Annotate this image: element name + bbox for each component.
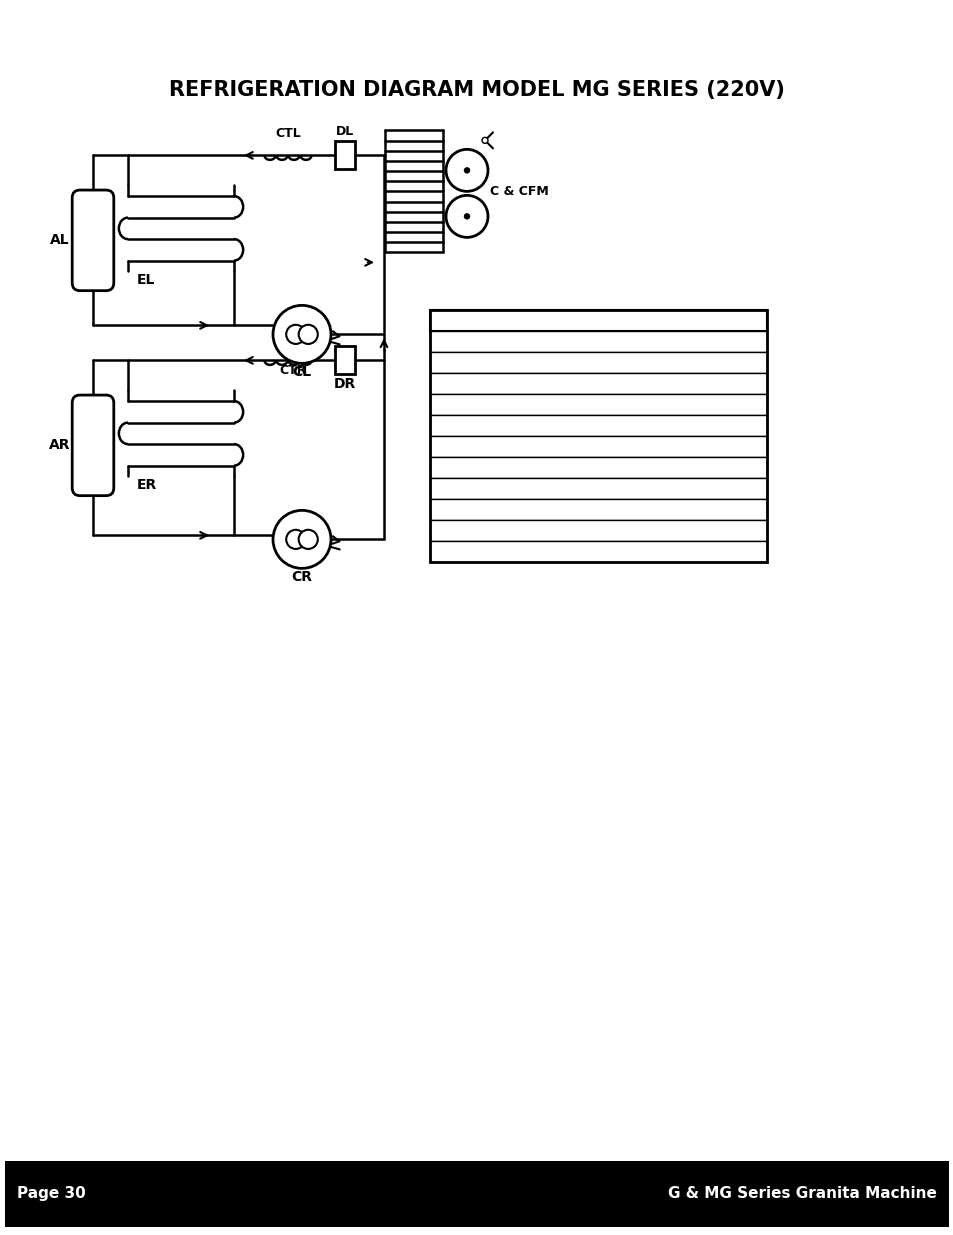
Bar xyxy=(430,352,766,373)
Text: EVAPORATOR LEFT: EVAPORATOR LEFT xyxy=(497,400,595,410)
Text: CR: CR xyxy=(292,571,313,584)
Text: C & CFM: C & CFM xyxy=(438,547,482,557)
Circle shape xyxy=(286,325,305,343)
Bar xyxy=(430,394,766,415)
Bar xyxy=(5,1161,948,1228)
Circle shape xyxy=(481,137,488,143)
Circle shape xyxy=(464,214,469,219)
Text: ER: ER xyxy=(454,505,467,515)
Text: CAPILLARY TUBE RIGHT: CAPILLARY TUBE RIGHT xyxy=(497,484,618,494)
Text: CTL: CTL xyxy=(274,127,300,141)
Bar xyxy=(430,310,766,331)
Text: AL: AL xyxy=(51,233,70,247)
Circle shape xyxy=(298,325,317,343)
Bar xyxy=(430,541,766,562)
Circle shape xyxy=(273,510,331,568)
Text: Item: Item xyxy=(437,316,466,326)
Text: CAPILLARY TUBE LEFT: CAPILLARY TUBE LEFT xyxy=(497,379,611,389)
Text: REFRIGERATION DIAGRAM MODEL MG SERIES (220V): REFRIGERATION DIAGRAM MODEL MG SERIES (2… xyxy=(169,80,784,100)
Circle shape xyxy=(464,168,469,173)
Text: CL: CL xyxy=(454,337,467,347)
FancyBboxPatch shape xyxy=(72,190,113,290)
Text: ER: ER xyxy=(137,478,157,493)
Circle shape xyxy=(446,149,488,191)
Text: Description: Description xyxy=(499,316,571,326)
Text: ACCUMULATOR LEFT: ACCUMULATOR LEFT xyxy=(497,421,604,431)
Bar xyxy=(430,415,766,436)
Text: AR: AR xyxy=(454,526,468,536)
Bar xyxy=(430,520,766,541)
Bar xyxy=(430,499,766,520)
Bar xyxy=(430,373,766,394)
Bar xyxy=(430,457,766,478)
Text: CR: CR xyxy=(454,442,468,452)
Text: CONDENSER AND CONDENSER FAN MOTOR: CONDENSER AND CONDENSER FAN MOTOR xyxy=(497,547,723,557)
Text: DL: DL xyxy=(335,126,354,138)
Text: COMPRESSOR RIGHT: COMPRESSOR RIGHT xyxy=(497,442,606,452)
Bar xyxy=(430,331,766,352)
Text: EL: EL xyxy=(455,400,467,410)
Text: DR: DR xyxy=(453,463,468,473)
Text: EVAPORATOR RIGHT: EVAPORATOR RIGHT xyxy=(497,505,602,515)
Circle shape xyxy=(446,195,488,237)
FancyBboxPatch shape xyxy=(72,395,113,495)
Text: G & MG Series Granita Machine: G & MG Series Granita Machine xyxy=(667,1186,936,1200)
Text: AR: AR xyxy=(50,438,71,452)
Text: C & CFM: C & CFM xyxy=(490,185,548,199)
Text: CL: CL xyxy=(293,366,312,379)
Text: ACCUMULATOR RIGHT: ACCUMULATOR RIGHT xyxy=(497,526,613,536)
Text: DRIVER RIGHT: DRIVER RIGHT xyxy=(497,463,572,473)
Text: CRT: CRT xyxy=(451,484,471,494)
Bar xyxy=(430,436,766,457)
Text: CTL: CTL xyxy=(451,379,470,389)
Text: DRIER LEFT: DRIER LEFT xyxy=(497,358,557,368)
Text: AL: AL xyxy=(454,421,467,431)
Text: CTR: CTR xyxy=(279,364,306,378)
Text: DL: DL xyxy=(454,358,467,368)
Text: Page 30: Page 30 xyxy=(17,1186,86,1200)
Text: COMPRESSOR LEFT: COMPRESSOR LEFT xyxy=(497,337,598,347)
Bar xyxy=(335,141,355,169)
Circle shape xyxy=(286,530,305,548)
Text: EL: EL xyxy=(137,273,155,288)
Bar xyxy=(430,310,766,562)
Bar xyxy=(430,478,766,499)
Circle shape xyxy=(273,305,331,363)
Bar xyxy=(335,346,355,374)
Circle shape xyxy=(298,530,317,548)
Text: DR: DR xyxy=(334,378,355,391)
